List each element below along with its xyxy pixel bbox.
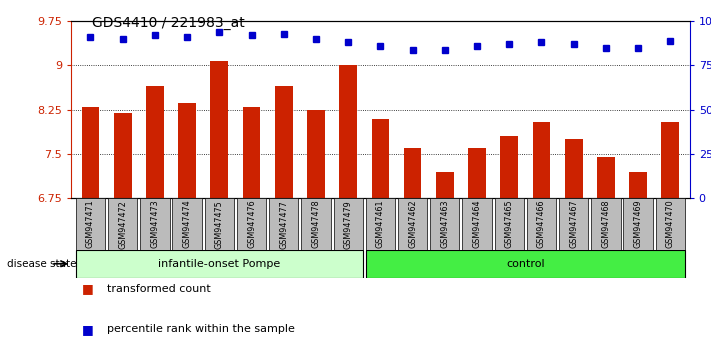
Text: GSM947462: GSM947462 <box>408 200 417 249</box>
Text: GSM947474: GSM947474 <box>183 200 191 249</box>
Bar <box>468 148 486 198</box>
Text: GSM947471: GSM947471 <box>86 200 95 249</box>
Bar <box>398 198 427 250</box>
Bar <box>140 198 169 250</box>
Bar <box>624 198 653 250</box>
Bar <box>275 86 293 198</box>
Text: percentile rank within the sample: percentile rank within the sample <box>107 324 294 334</box>
Text: GSM947466: GSM947466 <box>537 200 546 248</box>
Text: GSM947468: GSM947468 <box>602 200 611 248</box>
Bar <box>661 121 679 198</box>
Bar <box>108 198 137 250</box>
Bar <box>592 198 621 250</box>
Text: GSM947472: GSM947472 <box>118 200 127 249</box>
Bar <box>76 198 105 250</box>
Bar <box>501 136 518 198</box>
Text: GSM947461: GSM947461 <box>376 200 385 248</box>
Bar <box>533 121 550 198</box>
Text: GSM947475: GSM947475 <box>215 200 224 249</box>
Text: infantile-onset Pompe: infantile-onset Pompe <box>158 259 280 269</box>
Text: transformed count: transformed count <box>107 284 210 293</box>
Bar <box>365 198 395 250</box>
Text: GSM947469: GSM947469 <box>634 200 643 249</box>
Text: ■: ■ <box>82 323 94 336</box>
Bar <box>205 198 234 250</box>
Bar <box>82 107 100 198</box>
Bar <box>656 198 685 250</box>
Bar <box>462 198 492 250</box>
Text: GSM947473: GSM947473 <box>150 200 159 249</box>
Text: disease state: disease state <box>7 259 77 269</box>
Bar <box>76 250 363 278</box>
Bar <box>301 198 331 250</box>
Bar <box>430 198 459 250</box>
Bar <box>114 113 132 198</box>
Bar <box>365 250 685 278</box>
Text: GSM947479: GSM947479 <box>343 200 353 249</box>
Bar <box>436 172 454 198</box>
Bar <box>146 86 164 198</box>
Bar <box>307 110 325 198</box>
Bar <box>269 198 299 250</box>
Bar <box>565 139 582 198</box>
Bar <box>372 119 389 198</box>
Text: GSM947477: GSM947477 <box>279 200 288 249</box>
Bar <box>333 198 363 250</box>
Text: GSM947470: GSM947470 <box>665 200 675 249</box>
Text: GSM947464: GSM947464 <box>473 200 481 248</box>
Text: GSM947463: GSM947463 <box>440 200 449 248</box>
Text: control: control <box>506 259 545 269</box>
Bar <box>404 148 422 198</box>
Bar <box>178 103 196 198</box>
Bar <box>237 198 266 250</box>
Bar <box>339 65 357 198</box>
Bar <box>242 107 260 198</box>
Bar <box>527 198 556 250</box>
Bar <box>210 61 228 198</box>
Bar <box>597 157 615 198</box>
Bar <box>495 198 524 250</box>
Bar <box>559 198 588 250</box>
Text: GSM947465: GSM947465 <box>505 200 514 249</box>
Text: GDS4410 / 221983_at: GDS4410 / 221983_at <box>92 16 245 30</box>
Text: ■: ■ <box>82 282 94 295</box>
Text: GSM947478: GSM947478 <box>311 200 321 249</box>
Bar <box>173 198 202 250</box>
Text: GSM947476: GSM947476 <box>247 200 256 249</box>
Bar <box>629 172 647 198</box>
Text: GSM947467: GSM947467 <box>570 200 578 249</box>
